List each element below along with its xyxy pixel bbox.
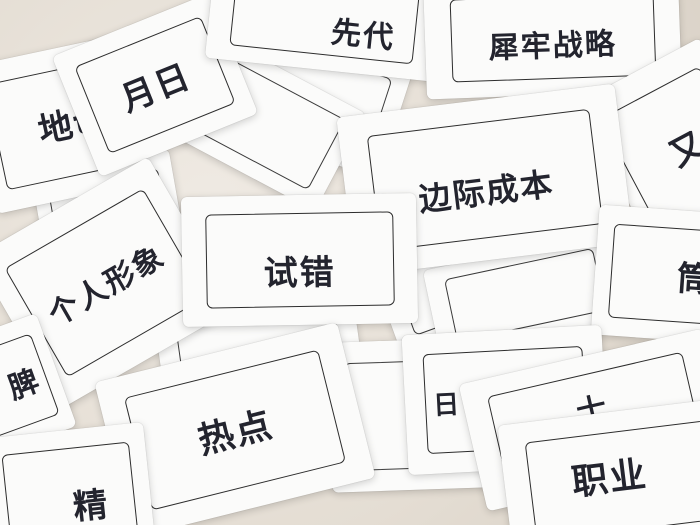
card-text: 试错: [263, 253, 337, 295]
word-card: 精: [0, 421, 157, 525]
card-text: 犀牢战略: [488, 27, 618, 67]
word-card: 试错: [180, 192, 419, 328]
word-card: 筒: [590, 204, 700, 346]
card-text: 筒: [675, 258, 700, 302]
